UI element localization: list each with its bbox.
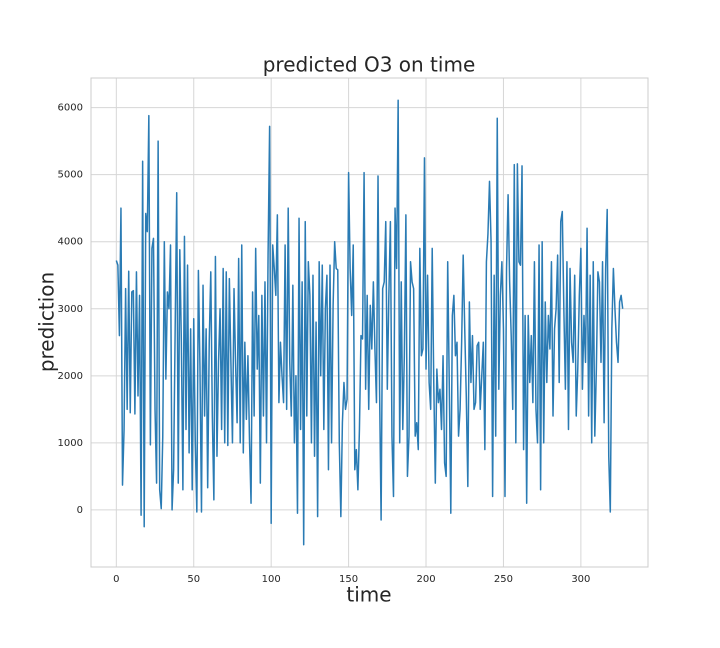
x-tick-label: 0 [113, 574, 119, 585]
y-tick-label: 4000 [58, 237, 83, 248]
x-tick-label: 100 [262, 574, 281, 585]
x-tick-label: 150 [339, 574, 358, 585]
x-tick-label: 250 [494, 574, 513, 585]
y-axis-label: prediction [35, 272, 59, 372]
y-tick-label: 3000 [58, 304, 83, 315]
x-axis-label: time [346, 583, 391, 607]
chart-title: predicted O3 on time [263, 53, 476, 77]
x-tick-label: 200 [416, 574, 435, 585]
x-tick-label: 300 [571, 574, 590, 585]
plot [115, 99, 624, 546]
x-tick-label: 50 [187, 574, 200, 585]
y-tick-label: 0 [77, 505, 83, 516]
y-tick-label: 6000 [58, 103, 83, 114]
data-line [115, 99, 624, 546]
plot-frame [90, 77, 649, 568]
y-tick-label: 5000 [58, 170, 83, 181]
y-tick-label: 1000 [58, 438, 83, 449]
y-tick-label: 2000 [58, 371, 83, 382]
